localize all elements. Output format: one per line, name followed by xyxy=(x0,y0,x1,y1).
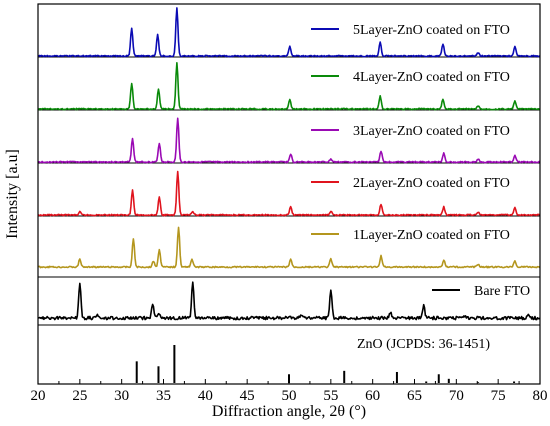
x-tick-label: 50 xyxy=(282,388,297,404)
series-6: ZnO (JCPDS: 36-1451) xyxy=(135,337,516,383)
y-axis-title: Intensity [a.u] xyxy=(4,149,21,239)
x-tick-label: 65 xyxy=(407,388,422,404)
legend-entry: 4Layer-ZnO coated on FTO xyxy=(311,70,510,85)
legend-entry: Bare FTO xyxy=(432,284,530,299)
x-tick-label: 45 xyxy=(240,388,255,404)
series-1: 4Layer-ZnO coated on FTO xyxy=(37,61,541,111)
x-tick-label: 55 xyxy=(323,388,338,404)
series-5: Bare FTO xyxy=(37,281,541,321)
panels: 5Layer-ZnO coated on FTO 4Layer-ZnO coate… xyxy=(37,7,541,383)
legend-entry: 1Layer-ZnO coated on FTO xyxy=(311,228,510,243)
x-tick-label: 60 xyxy=(365,388,380,404)
series-line xyxy=(37,61,541,111)
legend-label: ZnO (JCPDS: 36-1451) xyxy=(357,337,490,352)
x-tick-label: 75 xyxy=(491,388,506,404)
plot-frame xyxy=(37,3,541,385)
legend-entry: 5Layer-ZnO coated on FTO xyxy=(311,23,510,38)
x-tick-label: 80 xyxy=(533,388,548,404)
x-tick-label: 70 xyxy=(449,388,464,404)
legend-label: Bare FTO xyxy=(474,284,530,299)
series-line xyxy=(37,170,541,217)
x-axis-ticks: 20 25 30 35 40 45 50 55 60 65 70 75 80 xyxy=(31,379,548,404)
legend-entry: 3Layer-ZnO coated on FTO xyxy=(311,124,510,139)
x-tick-label: 35 xyxy=(156,388,171,404)
series-line xyxy=(37,226,541,269)
series-3: 2Layer-ZnO coated on FTO xyxy=(37,170,541,217)
series-line xyxy=(37,281,541,321)
legend-entry: 2Layer-ZnO coated on FTO xyxy=(311,176,510,191)
legend-label: 2Layer-ZnO coated on FTO xyxy=(353,176,510,191)
legend-label: 5Layer-ZnO coated on FTO xyxy=(353,23,510,38)
x-axis-title: Diffraction angle, 2θ (°) xyxy=(212,403,366,420)
legend-entry: ZnO (JCPDS: 36-1451) xyxy=(357,337,490,352)
series-line xyxy=(37,7,541,58)
series-line xyxy=(37,117,541,164)
x-tick-label: 30 xyxy=(114,388,129,404)
series-4: 1Layer-ZnO coated on FTO xyxy=(37,226,541,269)
legend-label: 3Layer-ZnO coated on FTO xyxy=(353,124,510,139)
series-2: 3Layer-ZnO coated on FTO xyxy=(37,117,541,164)
x-tick-label: 25 xyxy=(72,388,87,404)
legend-label: 1Layer-ZnO coated on FTO xyxy=(353,228,510,243)
x-tick-label: 20 xyxy=(31,388,46,404)
x-tick-label: 40 xyxy=(198,388,213,404)
legend-label: 4Layer-ZnO coated on FTO xyxy=(353,70,510,85)
series-0: 5Layer-ZnO coated on FTO xyxy=(37,7,541,58)
